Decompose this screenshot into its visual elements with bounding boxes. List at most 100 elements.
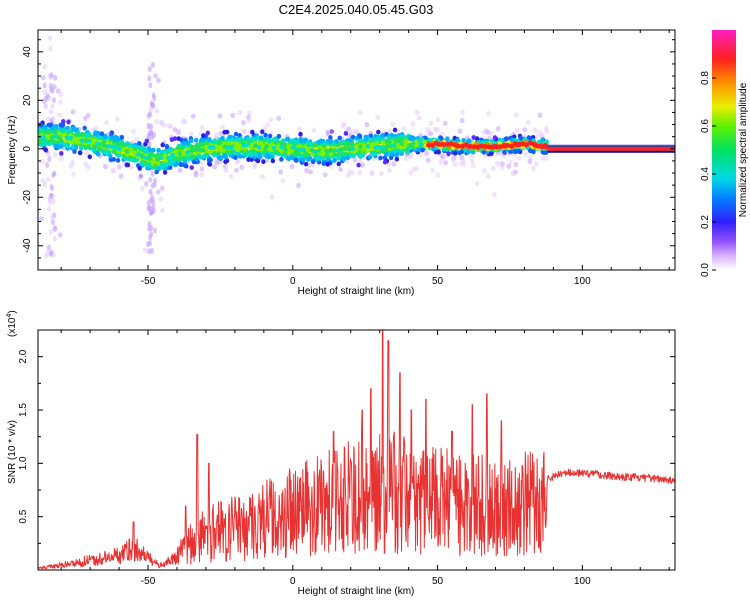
spectrogram-band-point <box>389 151 395 157</box>
spectrogram-streak-point <box>52 235 57 242</box>
spectrogram-noise-point <box>407 154 413 160</box>
spectrogram-band-point <box>346 142 351 148</box>
spectrogram-band-point <box>308 156 313 162</box>
spectrogram-band-point <box>388 155 394 161</box>
spectrogram-streak-point <box>147 248 152 255</box>
spectrogram-core-point <box>192 147 198 153</box>
spectrogram-noise-point <box>48 109 54 115</box>
spectrogram-noise-point <box>223 167 229 173</box>
spectrogram-band-point <box>191 159 197 165</box>
spectrogram-noise-point <box>428 120 434 126</box>
spectrogram-band-point <box>420 147 425 153</box>
spectrogram-band-point <box>117 141 122 147</box>
spectrogram-core-point <box>384 143 390 149</box>
spectrogram-noise-point <box>104 120 109 126</box>
spectrogram-band-point <box>439 136 444 141</box>
spectrogram-noise-point <box>82 115 88 121</box>
spectrogram-band-point <box>208 157 213 163</box>
spectrogram-noise-point <box>230 112 236 118</box>
spectrogram-noise-point <box>131 128 136 134</box>
spectrogram-noise-point <box>217 113 223 119</box>
spectrogram-marks <box>38 35 675 259</box>
spectrogram-band-point <box>116 153 122 158</box>
spectrogram-noise-point <box>537 112 543 118</box>
spectrogram-band-point <box>85 132 90 138</box>
spectrogram-noise-point <box>242 128 248 135</box>
snr-ytick-label: 0.5 <box>18 509 29 523</box>
spectrogram-band-point <box>410 136 415 142</box>
snr-xlabel: Height of straight line (km) <box>298 586 415 597</box>
spectrogram-noise-point <box>474 181 480 187</box>
snr-xtick-label: -50 <box>141 576 156 587</box>
spectrogram-noise-point <box>470 163 476 169</box>
spectrogram-noise-point <box>55 88 61 94</box>
spectrogram-band-point <box>431 146 436 152</box>
spectrogram-band-point <box>176 136 181 142</box>
spectrogram-core-point <box>478 143 484 149</box>
spectrogram-band-point <box>58 122 63 128</box>
spectrogram-band-point <box>404 147 409 153</box>
snr-ylabel: SNR (10 * v/v) <box>7 420 18 484</box>
snr-scale-base: (x10 <box>7 317 18 337</box>
spectrogram-core-point <box>79 138 85 144</box>
spectrogram-band-point <box>386 135 391 141</box>
spectrogram-noise-point <box>469 158 475 164</box>
spectrogram-noise-point <box>342 121 347 127</box>
spectrogram-noise-point <box>247 110 252 116</box>
spectrogram-band-point <box>143 148 149 154</box>
spectrogram-noise-point <box>494 160 500 166</box>
spectrogram-noise-point <box>140 186 145 192</box>
spectrogram-core-point <box>60 133 67 139</box>
spectrogram-band-point <box>392 127 398 133</box>
spectrogram-core-point <box>437 142 443 147</box>
spectrogram-core-point <box>422 139 428 145</box>
spectrogram-band-point <box>73 132 79 137</box>
spectrogram-ytick-label: 20 <box>22 94 33 106</box>
spectrogram-band-point <box>43 147 48 153</box>
spectrogram-band-point <box>320 155 326 161</box>
spectrogram-noise-point <box>278 169 284 175</box>
spectrogram-noise-point <box>214 159 220 165</box>
spectrogram-streak-point <box>152 181 157 188</box>
spectrogram-noise-point <box>485 173 491 179</box>
spectrogram-band-point <box>328 135 333 140</box>
spectrogram-noise-point <box>68 163 74 169</box>
spectrogram-noise-point <box>304 167 309 174</box>
spectrogram-xlabel: Height of straight line (km) <box>298 286 415 297</box>
spectrogram-streak-point <box>148 176 153 183</box>
spectrogram-core-point <box>456 143 462 149</box>
spectrogram-band-point <box>455 138 460 143</box>
spectrogram-band-point <box>267 138 273 144</box>
spectrogram-noise-point <box>57 112 63 118</box>
spectrogram-noise-point <box>289 163 295 170</box>
spectrogram-noise-point <box>357 110 363 116</box>
spectrogram-core-point <box>538 144 545 150</box>
spectrogram-band-point <box>264 152 270 158</box>
snr-ytick-label: 2.0 <box>18 349 29 363</box>
spectrogram-band-point <box>168 147 173 153</box>
spectrogram-band-point <box>103 134 108 140</box>
spectrogram-streak-point <box>49 185 54 191</box>
spectrogram-core-point <box>467 144 473 149</box>
spectrogram-band-point <box>97 146 102 152</box>
spectrogram-band-point <box>178 162 184 168</box>
spectrogram-noise-point <box>311 127 317 133</box>
spectrogram-band-point <box>342 141 347 146</box>
spectrogram-band-point <box>111 149 117 155</box>
spectrogram-band-point <box>42 140 47 146</box>
spectrogram-band-point <box>125 162 131 168</box>
spectrogram-noise-point <box>443 160 448 166</box>
spectrogram-band-point <box>398 136 403 142</box>
spectrogram-band-point <box>514 149 519 155</box>
spectrogram-band-point <box>311 143 316 148</box>
spectrogram-band-point <box>237 153 243 159</box>
spectrogram-noise-point <box>375 114 381 120</box>
spectrogram-noise-point <box>414 109 420 116</box>
spectrogram-noise-point <box>532 127 538 133</box>
spectrogram-band-point <box>465 149 471 155</box>
spectrogram-noise-point <box>155 189 161 195</box>
spectrogram-core-point <box>237 144 243 150</box>
spectrogram-noise-point <box>435 172 441 178</box>
figure-title: C2E4.2025.040.05.45.G03 <box>279 2 434 17</box>
spectrogram-noise-point <box>220 124 225 130</box>
